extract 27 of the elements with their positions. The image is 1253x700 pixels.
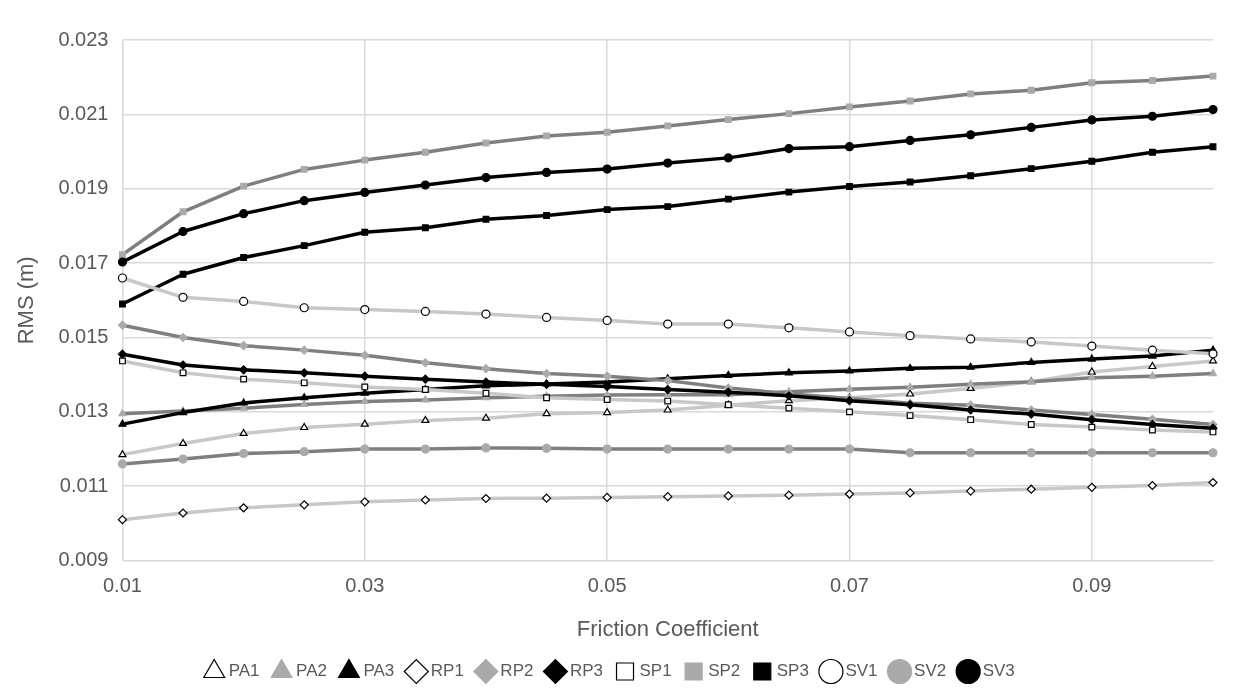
legend-label: RP3: [569, 661, 604, 681]
x-tick-label: 0.03: [345, 574, 385, 597]
y-tick-label: 0.015: [58, 325, 109, 347]
legend-label: SV3: [982, 661, 1015, 681]
legend-label: PA2: [296, 661, 327, 681]
x-tick-label: 0.05: [587, 574, 627, 597]
x-axis-title: Friction Coefficient: [576, 615, 759, 641]
legend-label: SV1: [845, 661, 878, 681]
legend-label: SV2: [914, 661, 947, 681]
y-tick-label: 0.023: [58, 27, 109, 50]
legend-label: RP1: [430, 661, 464, 681]
legend-label: PA1: [228, 661, 260, 681]
y-tick-label: 0.011: [59, 473, 109, 496]
x-tick-label: 0.07: [830, 574, 869, 597]
y-tick-label: 0.021: [58, 101, 109, 124]
legend-label: SP1: [639, 661, 672, 681]
y-tick-label: 0.009: [58, 548, 109, 571]
y-axis-title: RMS (m): [13, 256, 39, 345]
x-tick-label: 0.09: [1072, 574, 1112, 597]
legend-label: SP3: [776, 661, 809, 681]
y-tick-label: 0.017: [58, 250, 109, 273]
y-tick-label: 0.013: [58, 399, 109, 422]
legend-label: PA3: [363, 661, 395, 681]
legend-label: SP2: [708, 661, 741, 681]
x-tick-label: 0.01: [102, 574, 142, 597]
legend-label: RP2: [500, 661, 534, 681]
y-tick-label: 0.019: [58, 176, 109, 199]
